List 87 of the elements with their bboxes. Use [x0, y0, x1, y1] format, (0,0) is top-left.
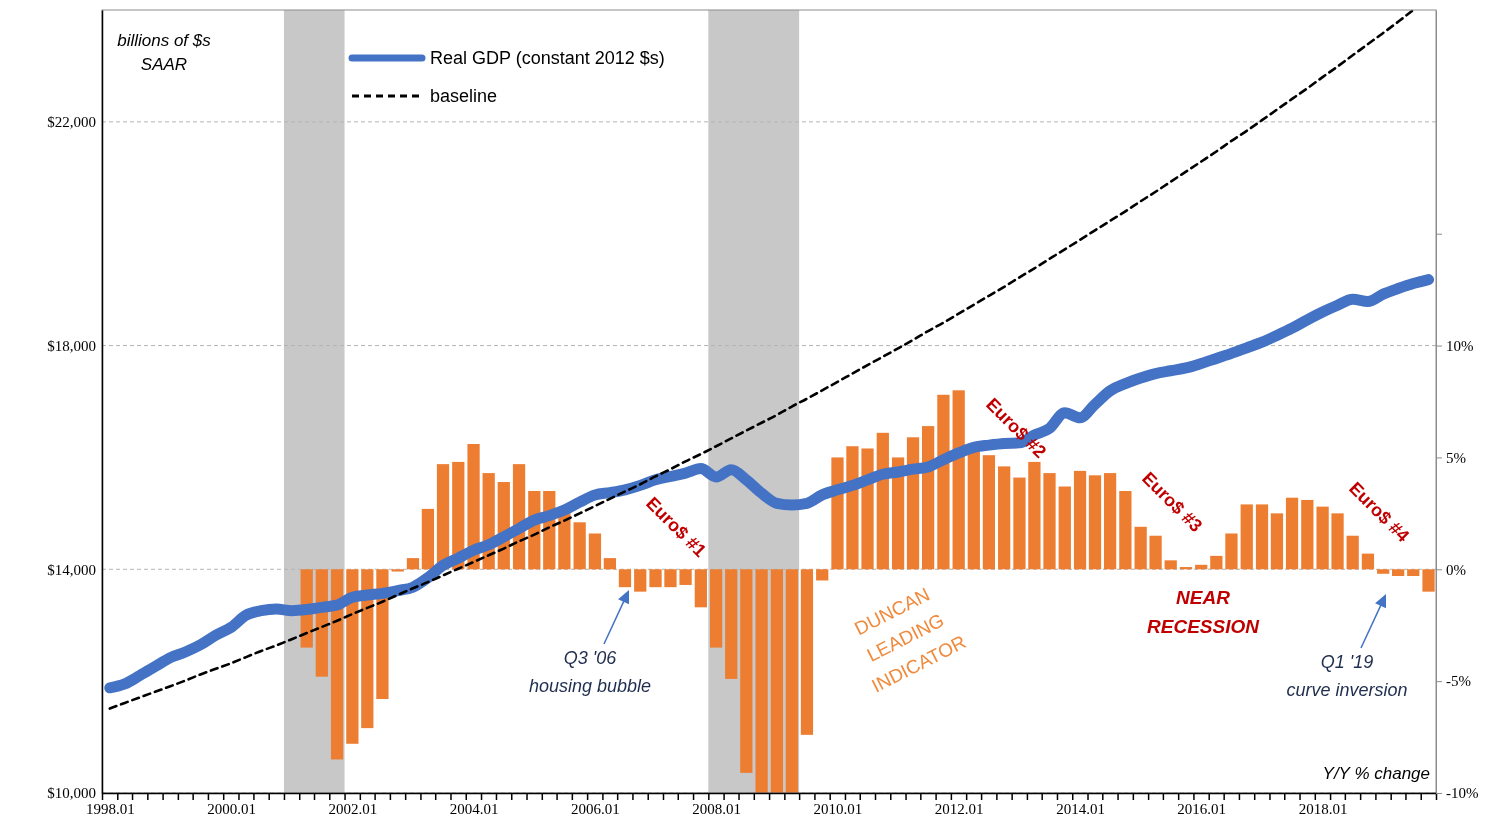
x-tick-label: 2016.01: [1177, 800, 1227, 817]
bar: [1210, 555, 1223, 570]
bar: [588, 533, 602, 570]
bar: [1407, 569, 1420, 576]
bar: [770, 569, 784, 793]
annotation: Q1 '19 curve inversion: [1286, 652, 1408, 701]
bar: [922, 426, 935, 570]
y2-tick-label: 0%: [1446, 561, 1466, 578]
y-tick-label: $14,000: [47, 561, 96, 578]
bar: [1119, 490, 1132, 570]
bar: [1088, 475, 1102, 570]
bar: [649, 569, 662, 588]
bar: [846, 446, 859, 570]
x-tick-label: 2008.01: [692, 800, 741, 817]
bar: [740, 569, 753, 773]
bar: [1255, 504, 1269, 570]
bar: [1361, 553, 1375, 570]
bar: [1377, 569, 1390, 574]
bar: [710, 569, 723, 648]
bar: [1134, 526, 1147, 570]
x-tick-label: 2010.01: [813, 800, 863, 817]
bar: [330, 569, 344, 760]
line-series: [108, 10, 1415, 710]
bar: [694, 569, 707, 608]
bar: [1073, 470, 1087, 570]
bar: [1240, 504, 1253, 570]
bar: [1225, 533, 1238, 570]
bar: [1043, 473, 1056, 570]
bar: [1331, 513, 1344, 570]
bar: [1149, 535, 1162, 570]
annotation: NEAR RECESSION: [1147, 586, 1261, 638]
bar: [1270, 513, 1284, 570]
bar: [634, 569, 647, 592]
bar: [573, 522, 586, 570]
x-tick-label: 2000.01: [207, 800, 256, 817]
y2-tick-label: 10%: [1446, 337, 1474, 354]
legend-label: Real GDP (constant 2012 $s): [430, 48, 665, 68]
bar: [952, 390, 965, 570]
bar: [603, 558, 616, 570]
bar: [1316, 506, 1329, 570]
bar: [1285, 497, 1299, 570]
bar: [558, 513, 571, 570]
bar: [406, 558, 420, 570]
bar: [1028, 461, 1041, 570]
bar: [967, 450, 980, 570]
bar: [816, 569, 829, 581]
bar: [1301, 499, 1314, 570]
x-tick-label: 2014.01: [1056, 800, 1105, 817]
bar: [1013, 477, 1026, 570]
x-tick-label: 2002.01: [328, 800, 378, 817]
x-tick-label: 1998.01: [85, 800, 135, 817]
bar: [937, 394, 950, 570]
bar: [664, 569, 677, 588]
bar: [361, 569, 374, 729]
bar: [1058, 486, 1071, 570]
y-tick-label: $10,000: [47, 785, 96, 802]
y-axis-title: billions of $s SAAR: [117, 31, 212, 74]
x-tick-label: 2004.01: [449, 800, 499, 817]
x-tick-label: 2006.01: [571, 800, 620, 817]
legend-label: baseline: [430, 86, 498, 106]
bar: [906, 437, 920, 570]
bar: [679, 569, 692, 585]
bar: [1392, 569, 1405, 576]
bar: [1164, 560, 1177, 570]
bar: [800, 569, 814, 735]
bar: [831, 457, 844, 570]
annotation: Q3 '06 housing bubble: [528, 648, 652, 697]
bar: [421, 508, 435, 570]
y2-tick-label: -10%: [1446, 785, 1479, 802]
bar: [1346, 535, 1359, 570]
y2-tick-label: 5%: [1446, 449, 1466, 466]
y-tick-label: $18,000: [47, 337, 96, 354]
bar: [1103, 473, 1117, 570]
x-tick-label: 2012.01: [934, 800, 984, 817]
x-tick-label: 2018.01: [1298, 800, 1348, 817]
bar: [982, 455, 996, 570]
bar: [391, 569, 404, 572]
y2-tick-label: -5%: [1446, 673, 1471, 690]
y-tick-label: $22,000: [47, 114, 96, 131]
bar: [346, 569, 359, 744]
bar: [861, 448, 874, 570]
bar: [1422, 569, 1435, 592]
bar: [725, 569, 738, 679]
bar: [785, 569, 798, 793]
y2-axis-title: Y/Y % change: [1322, 764, 1430, 783]
bar: [755, 569, 768, 793]
bar: [998, 466, 1011, 570]
